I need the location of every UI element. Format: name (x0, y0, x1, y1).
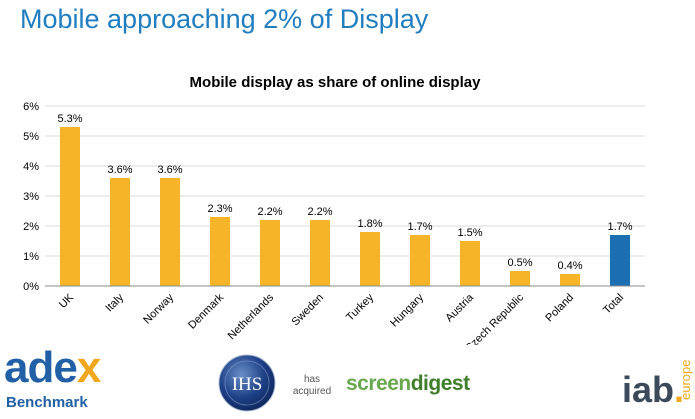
screendigest-part-a: screen (346, 372, 411, 395)
x-tick-label: Italy (103, 291, 126, 314)
x-tick-label: Poland (543, 292, 576, 325)
bar-total (610, 235, 630, 286)
data-label: 1.8% (357, 218, 382, 230)
y-tick-label: 6% (23, 101, 39, 113)
x-tick-label: Netherlands (226, 291, 277, 342)
data-label: 0.4% (557, 260, 582, 272)
bar-austria (460, 241, 480, 286)
data-label: 2.2% (307, 206, 332, 218)
ihs-logo-text: IHS (232, 374, 263, 395)
iab-wordmark: iab. (622, 370, 684, 410)
screendigest-part-b: digest (410, 372, 470, 395)
bar-denmark (210, 217, 230, 286)
chart-title: Mobile display as share of online displa… (190, 74, 482, 91)
bars (60, 127, 630, 286)
y-tick-label: 2% (23, 221, 39, 233)
adex-wordmark: adex (4, 343, 102, 392)
data-labels: 5.3% 3.6% 3.6% 2.3% 2.2% 2.2% 1.8% 1.7% 1.5% 0.5%… (57, 113, 632, 272)
bar-italy (110, 178, 130, 286)
y-tick-label: 5% (23, 131, 39, 143)
x-tick-label: Total (601, 292, 626, 317)
adex-wordmark-part-b: x (76, 343, 102, 392)
acquired-caption-line2: acquired (292, 386, 332, 397)
x-tick-label: Sweden (290, 292, 327, 329)
adex-benchmark-logo: adex Benchmark (4, 346, 134, 418)
x-tick-label: Hungary (388, 291, 426, 329)
data-label: 5.3% (57, 113, 82, 125)
bar-czech-republic (510, 271, 530, 286)
y-axis-ticks: 0% 1% 2% 3% 4% 5% 6% (23, 101, 39, 293)
adex-wordmark-part-a: ade (4, 343, 78, 392)
y-tick-label: 0% (23, 281, 39, 293)
acquired-caption-line1: has (303, 374, 321, 385)
data-label: 1.7% (607, 221, 632, 233)
screendigest-logo: screendigest (346, 372, 470, 396)
bar-turkey (360, 232, 380, 286)
data-label: 1.5% (457, 227, 482, 239)
bar-netherlands (260, 220, 280, 286)
bar-uk (60, 127, 80, 286)
adex-subtitle: Benchmark (6, 394, 88, 411)
iab-wordmark-text: iab (622, 369, 675, 410)
acquired-caption: has acquired (289, 374, 335, 398)
x-tick-label: Denmark (186, 291, 226, 331)
bar-chart: Mobile display as share of online displa… (23, 74, 645, 345)
data-label: 0.5% (507, 257, 532, 269)
y-tick-label: 4% (23, 161, 39, 173)
page-title: Mobile approaching 2% of Display (20, 4, 429, 34)
x-tick-label: Turkey (344, 291, 376, 323)
bar-hungary (410, 235, 430, 286)
x-tick-label: Norway (141, 291, 176, 326)
iab-region-label: europe (678, 359, 693, 400)
gridlines (45, 105, 645, 257)
iab-europe-logo: iab. europe (622, 352, 694, 416)
iab-wordmark-dot: . (674, 369, 685, 410)
data-label: 2.2% (257, 206, 282, 218)
bar-sweden (310, 220, 330, 286)
x-tick-label: Austria (443, 291, 476, 324)
y-tick-label: 3% (23, 191, 39, 203)
x-tick-label: UK (57, 291, 77, 311)
data-label: 3.6% (107, 164, 132, 176)
bar-poland (560, 274, 580, 286)
bar-norway (160, 178, 180, 286)
data-label: 1.7% (407, 221, 432, 233)
data-label: 2.3% (207, 203, 232, 215)
x-axis-ticks: UK Italy Norway Denmark Netherlands Sweden Tur… (57, 291, 626, 345)
ihs-logo: IHS (218, 354, 276, 412)
data-label: 3.6% (157, 164, 182, 176)
y-tick-label: 1% (23, 251, 39, 263)
